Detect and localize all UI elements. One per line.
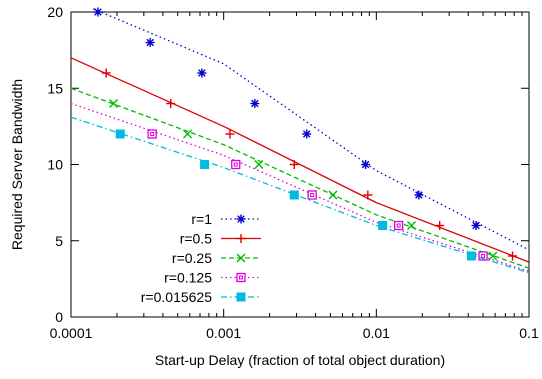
- legend-entry: r=0.015625: [141, 289, 261, 305]
- data-point: [488, 251, 498, 261]
- legend-marker: [236, 292, 246, 302]
- data-point: [145, 38, 155, 47]
- data-point: [231, 159, 241, 170]
- data-point: [183, 129, 193, 139]
- data-point: [414, 190, 424, 200]
- axis-ticks: 0.0001 0.001 0.01 0.1 0 5 10 15 20: [47, 4, 539, 341]
- legend-entry: r=0.25: [172, 250, 261, 266]
- data-point: [407, 221, 417, 230]
- data-point: [471, 221, 481, 230]
- data-point: [302, 129, 312, 139]
- data-point: [328, 190, 338, 200]
- legend-marker: [236, 253, 246, 263]
- data-point: [361, 160, 371, 169]
- series-layer: [70, 7, 530, 274]
- series-line: [70, 57, 530, 263]
- y-tick-label: 10: [47, 157, 63, 173]
- legend-label: r=0.125: [164, 270, 212, 286]
- data-point: [225, 129, 235, 139]
- legend-label: r=0.015625: [141, 289, 212, 305]
- y-tick-label: 5: [55, 233, 63, 249]
- legend-label: r=0.25: [172, 250, 212, 266]
- data-point: [289, 160, 299, 169]
- x-tick-label: 0.01: [363, 325, 390, 341]
- data-point: [466, 251, 476, 261]
- data-point: [254, 160, 264, 169]
- y-tick-label: 20: [47, 4, 63, 20]
- data-point: [289, 190, 299, 200]
- data-point: [197, 68, 207, 78]
- x-tick-label: 0.0001: [50, 325, 93, 341]
- series-r=0.015625: [70, 116, 530, 274]
- data-point: [435, 221, 445, 230]
- legend-marker: [236, 234, 246, 243]
- data-point: [393, 220, 404, 231]
- x-axis-label: Start-up Delay (fraction of total object…: [155, 352, 445, 368]
- series-line: [70, 116, 530, 274]
- y-tick-label: 15: [47, 80, 63, 96]
- data-point: [378, 221, 388, 230]
- series-r=0.5: [70, 57, 530, 263]
- data-point: [478, 251, 488, 261]
- data-point: [166, 99, 176, 108]
- legend-entry: r=1: [191, 211, 261, 227]
- data-point: [93, 7, 103, 17]
- series-line: [70, 102, 530, 272]
- series-line: [93, 8, 530, 251]
- legend-entry: r=0.125: [164, 270, 261, 286]
- y-axis-label: Required Server Bandwidth: [9, 79, 25, 250]
- data-point: [147, 129, 157, 139]
- data-point: [109, 99, 119, 108]
- legend-marker: [236, 214, 246, 224]
- legend: r=1 r=0.5 r=0.25 r=0.125 r=0.015625: [141, 211, 261, 305]
- series-r=0.25: [70, 87, 530, 269]
- data-point: [307, 190, 317, 200]
- data-point: [101, 68, 111, 78]
- x-tick-label: 0.1: [519, 325, 539, 341]
- legend-marker: [236, 272, 246, 283]
- data-point: [363, 190, 373, 200]
- data-point: [200, 160, 210, 169]
- series-line: [70, 87, 530, 269]
- x-tick-label: 0.001: [206, 325, 241, 341]
- data-point: [508, 251, 518, 261]
- data-point: [115, 129, 125, 139]
- legend-entry: r=0.5: [180, 231, 261, 247]
- series-r=1: [93, 7, 530, 251]
- legend-label: r=0.5: [180, 231, 213, 247]
- series-r=0.125: [70, 102, 530, 272]
- y-tick-label: 0: [55, 309, 63, 325]
- data-point: [250, 99, 260, 108]
- legend-label: r=1: [191, 211, 212, 227]
